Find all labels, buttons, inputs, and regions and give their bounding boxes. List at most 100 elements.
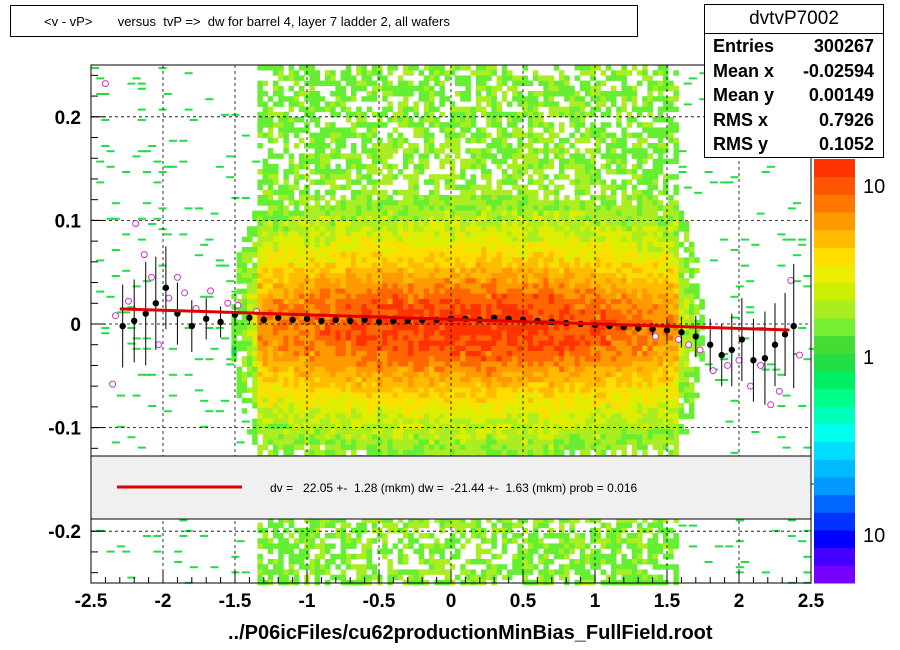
heat-cell <box>439 122 445 128</box>
heat-cell <box>418 273 425 279</box>
heat-cell <box>288 371 295 378</box>
heat-cell <box>163 165 172 168</box>
heat-cell <box>449 434 456 440</box>
heat-cell <box>486 257 492 263</box>
heat-cell <box>455 278 461 284</box>
heat-cell <box>470 522 477 529</box>
heat-cell <box>351 262 357 269</box>
heat-cell <box>397 80 404 87</box>
heat-cell <box>408 283 414 289</box>
heat-cell <box>335 423 341 430</box>
heat-cell <box>522 288 529 295</box>
heat-cell <box>309 335 315 341</box>
heat-cell <box>392 522 399 529</box>
heat-cell <box>418 85 425 92</box>
heat-cell <box>288 293 295 300</box>
heat-cell <box>481 189 487 196</box>
heat-cell <box>366 345 373 352</box>
heat-cell <box>257 397 263 404</box>
heat-cell <box>527 96 534 102</box>
heat-cell <box>387 319 393 326</box>
heat-cell <box>366 403 373 409</box>
heat-cell <box>538 75 544 81</box>
heat-cell <box>501 179 508 185</box>
heat-cell <box>517 325 523 331</box>
heat-cell <box>257 111 263 118</box>
heat-cell <box>325 80 331 87</box>
heat-cell <box>304 439 310 445</box>
heat-cell <box>429 91 435 97</box>
heat-cell <box>449 163 456 170</box>
heat-cell <box>319 564 326 570</box>
heat-cell <box>507 335 513 341</box>
heat-cell <box>491 527 497 534</box>
heat-cell <box>262 392 269 399</box>
heat-cell <box>221 399 229 402</box>
heat-cell <box>304 408 310 414</box>
heat-cell <box>387 70 393 76</box>
heat-cell <box>527 91 534 97</box>
heat-cell <box>444 267 451 274</box>
heat-cell <box>522 538 529 544</box>
heat-cell <box>304 449 310 456</box>
heat-cell <box>278 423 284 430</box>
heat-cell <box>418 351 425 357</box>
heat-cell <box>548 247 555 253</box>
heat-cell <box>496 241 503 248</box>
heat-cell <box>538 184 544 191</box>
heat-cell <box>408 366 414 373</box>
heat-cell <box>553 85 560 92</box>
heat-cell <box>330 75 336 81</box>
heat-cell <box>486 252 492 258</box>
heat-cell <box>538 241 544 248</box>
heat-cell <box>371 522 378 529</box>
heat-cell <box>543 158 549 165</box>
heat-cell <box>470 257 477 263</box>
heat-cell <box>522 283 529 289</box>
heat-cell <box>403 449 409 456</box>
heat-cell <box>413 127 419 133</box>
heat-cell <box>491 231 497 237</box>
heat-cell <box>345 106 352 113</box>
heat-cell <box>449 179 456 185</box>
heat-cell <box>460 111 466 118</box>
heat-cell <box>309 283 315 289</box>
heat-cell <box>496 189 503 196</box>
heat-cell <box>423 392 430 399</box>
heat-cell <box>460 267 466 274</box>
heat-cell <box>543 408 549 414</box>
heat-cell <box>408 340 414 347</box>
heat-cell <box>522 517 529 523</box>
heat-cell <box>522 158 529 165</box>
heat-cell <box>377 65 383 71</box>
heat-cell <box>231 325 237 331</box>
heat-cell <box>340 143 347 149</box>
heat-cell <box>397 304 404 310</box>
heat-cell <box>325 75 331 81</box>
heat-cell <box>460 278 466 284</box>
heat-cell <box>517 184 523 191</box>
heat-cell <box>325 226 331 232</box>
heat-cell <box>444 413 451 419</box>
heat-cell <box>293 70 300 76</box>
heat-cell <box>475 252 482 258</box>
heat-cell <box>387 449 393 456</box>
heat-cell <box>517 559 523 565</box>
heat-cell <box>449 137 456 144</box>
heat-cell <box>486 299 492 305</box>
heat-cell <box>423 273 430 279</box>
heat-cell <box>491 351 497 357</box>
heat-cell <box>397 387 404 393</box>
heat-cell <box>543 153 549 159</box>
heat-cell <box>465 335 471 341</box>
heat-cell <box>403 423 409 430</box>
heat-cell <box>377 361 383 367</box>
heat-cell <box>252 319 258 326</box>
heat-cell <box>507 221 513 227</box>
heat-cell <box>351 122 357 128</box>
heat-cell <box>460 195 466 201</box>
heat-cell <box>455 397 461 404</box>
heat-cell <box>293 351 300 357</box>
heat-cell <box>377 267 383 274</box>
heat-cell <box>356 106 362 113</box>
